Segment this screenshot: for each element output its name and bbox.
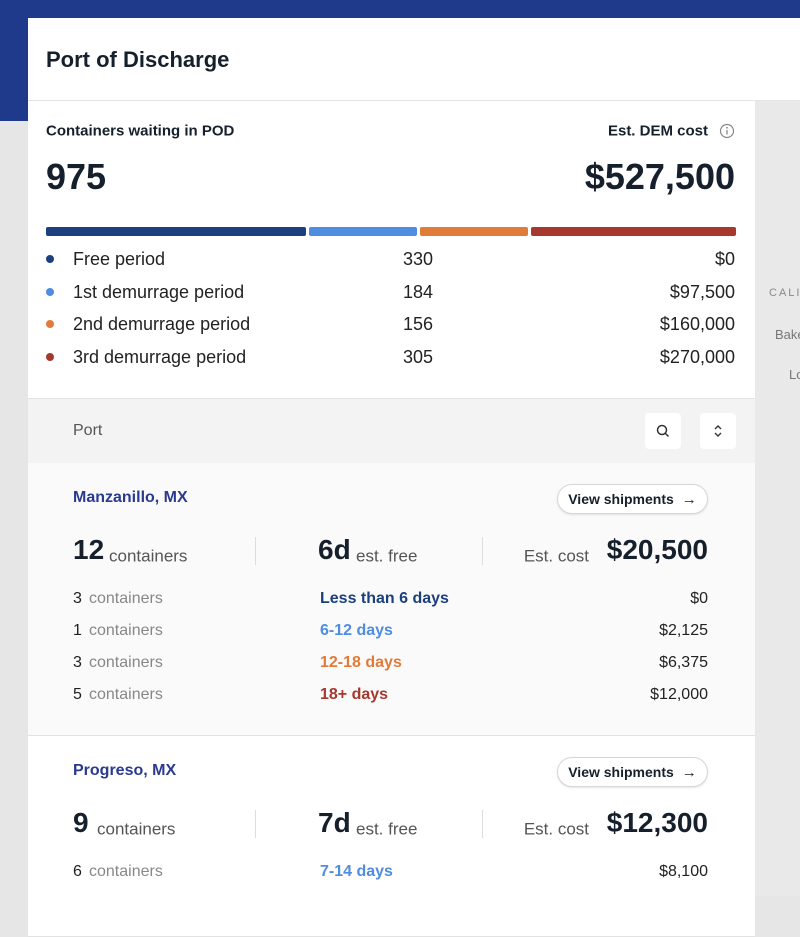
- map-label: Bake: [775, 327, 800, 342]
- column-header: Port: [73, 422, 103, 439]
- bar-segment: [420, 227, 528, 236]
- port-card: Progreso, MX View shipments → 9 containers 7d…: [28, 736, 755, 937]
- row-unit: containers: [89, 863, 163, 880]
- info-icon[interactable]: [719, 123, 735, 139]
- cost-label: Est. DEM cost: [607, 122, 708, 140]
- row-unit: containers: [89, 686, 163, 703]
- free-days-unit: est. free: [356, 819, 418, 839]
- row-cost: $12,000: [650, 686, 708, 703]
- row-count: 5: [73, 686, 82, 703]
- containers-label: Containers waiting in POD: [46, 122, 235, 140]
- cost-value: $20,500: [606, 534, 708, 565]
- period-cost: $0: [714, 249, 735, 269]
- row-cost: $0: [690, 590, 708, 607]
- port-name: Manzanillo, MX: [73, 489, 188, 506]
- period-cost: $270,000: [659, 347, 735, 368]
- row-count: 3: [73, 654, 82, 671]
- map: CALI Bake Lo: [755, 100, 800, 896]
- period-name: Free period: [73, 249, 166, 269]
- divider: [482, 537, 483, 565]
- map-label: CALI: [769, 287, 800, 299]
- row-unit: containers: [89, 590, 163, 607]
- title: Port of Discharge: [46, 47, 230, 72]
- cost-label: Est. cost: [523, 546, 589, 566]
- period-count: 330: [403, 249, 434, 269]
- period-name: 2nd demurrage period: [73, 314, 251, 335]
- legend-dot: [46, 255, 54, 263]
- container-count: 9: [73, 807, 89, 838]
- free-days-unit: est. free: [356, 546, 418, 566]
- row-range: 18+ days: [320, 686, 389, 703]
- map-label: Lo: [789, 367, 800, 382]
- legend-dot: [46, 320, 54, 329]
- button-label: View shipments: [568, 764, 674, 780]
- divider: [482, 810, 483, 838]
- bar-segment: [531, 227, 736, 236]
- row-cost: $8,100: [659, 863, 708, 880]
- port-card: Manzanillo, MX View shipments → 12 container…: [28, 463, 755, 736]
- row-range: Less than 6 days: [320, 590, 449, 607]
- port-name: Progreso, MX: [73, 762, 177, 779]
- row-cost: $2,125: [659, 622, 708, 639]
- container-unit: containers: [109, 546, 188, 566]
- divider: [255, 810, 256, 838]
- row-count: 1: [73, 622, 82, 639]
- header: Port of Discharge: [28, 18, 800, 101]
- free-days: 6d: [318, 534, 351, 565]
- bar-segment: [309, 227, 417, 236]
- row-count: 6: [73, 863, 82, 880]
- row-unit: containers: [89, 654, 163, 671]
- view-shipments-button[interactable]: View shipments →: [557, 484, 708, 514]
- container-unit: containers: [97, 819, 176, 839]
- view-shipments-button[interactable]: View shipments →: [557, 757, 708, 787]
- bar-segment: [46, 227, 306, 236]
- row-cost: $6,375: [659, 654, 708, 671]
- period-count: 305: [403, 347, 434, 368]
- period-count: 184: [403, 281, 434, 302]
- search-button[interactable]: [645, 413, 681, 449]
- period-count: 156: [403, 314, 434, 335]
- divider: [255, 537, 256, 565]
- legend-dot: [46, 353, 54, 362]
- sort-button[interactable]: [700, 413, 736, 449]
- legend-dot: [46, 287, 54, 296]
- cost-value: $527,500: [584, 156, 735, 197]
- button-label: View shipments: [568, 491, 674, 507]
- cost-label: Est. cost: [523, 819, 589, 839]
- period-bar: [46, 227, 736, 236]
- free-days: 7d: [318, 807, 351, 838]
- arrow-icon: →: [681, 490, 697, 508]
- row-count: 3: [73, 590, 82, 607]
- row-range: 12-18 days: [320, 654, 402, 671]
- arrow-icon: →: [681, 763, 697, 781]
- table-header: Port: [28, 398, 755, 464]
- container-count: 12: [73, 534, 105, 565]
- top-band: [0, 0, 800, 18]
- side-band: [0, 0, 28, 121]
- period-name: 1st demurrage period: [73, 281, 245, 302]
- row-range: 6-12 days: [320, 622, 393, 639]
- panel: Containers waiting in POD Est. DEM cost …: [28, 101, 755, 937]
- period-name: 3rd demurrage period: [73, 347, 247, 368]
- containers-value: 975: [46, 156, 107, 197]
- period-cost: $160,000: [659, 314, 735, 335]
- row-range: 7-14 days: [320, 863, 393, 880]
- cost-value: $12,300: [606, 807, 708, 838]
- period-cost: $97,500: [669, 281, 735, 302]
- row-unit: containers: [89, 622, 163, 639]
